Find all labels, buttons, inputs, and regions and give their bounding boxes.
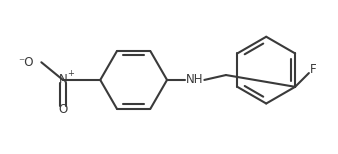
Text: +: + — [67, 69, 74, 78]
Text: F: F — [310, 63, 316, 76]
Text: NH: NH — [186, 73, 203, 86]
Text: N: N — [58, 73, 67, 86]
Text: O: O — [58, 103, 68, 116]
Text: ⁻O: ⁻O — [18, 56, 33, 69]
